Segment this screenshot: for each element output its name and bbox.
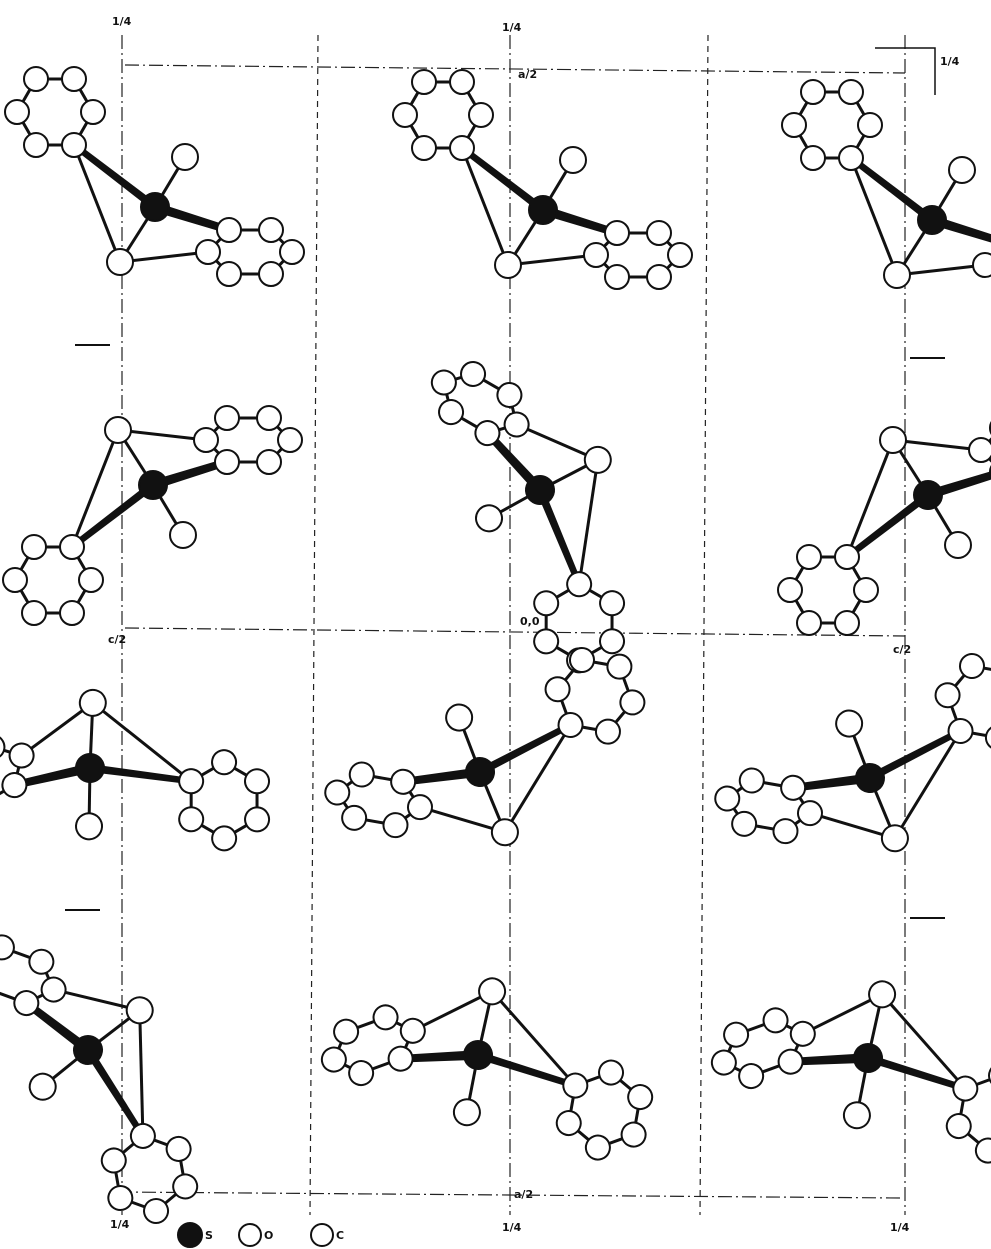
legend-label: S [205,1229,213,1242]
axis-label: a/2 [514,1188,533,1201]
legend-label: C [336,1229,344,1242]
molecule [699,930,991,1243]
axis-label: 1/4 [940,55,960,68]
axis-label: a/2 [518,68,537,81]
legend-symbol [310,1223,334,1247]
molecule [391,68,694,291]
axis-label: 1/4 [502,1221,522,1234]
axis-label: c/2 [893,643,911,656]
molecules [0,65,991,1243]
axis-label: 0,0 [520,615,540,628]
axis-labels: 1/4 1/4 a/2 1/4 c/2 0,0 c/2 a/2 1/4 1/4 … [108,15,960,1234]
molecule [339,345,711,688]
molecule [309,927,669,1240]
molecule [0,623,292,966]
cell-lines [65,34,945,1216]
axis-label: 1/4 [110,1218,130,1231]
legend: S O C [177,1222,344,1248]
molecule [776,414,991,637]
axis-label: 1/4 [502,21,522,34]
axis-label: 1/4 [112,15,132,28]
legend-symbol [238,1223,262,1247]
molecule [1,404,304,627]
molecule [3,65,306,288]
legend-label: O [264,1229,273,1242]
molecule [0,923,258,1235]
molecule [708,612,991,884]
molecule [780,78,991,301]
axis-label: 1/4 [890,1221,910,1234]
legend-symbol [177,1222,203,1248]
axis-label: c/2 [108,633,126,646]
